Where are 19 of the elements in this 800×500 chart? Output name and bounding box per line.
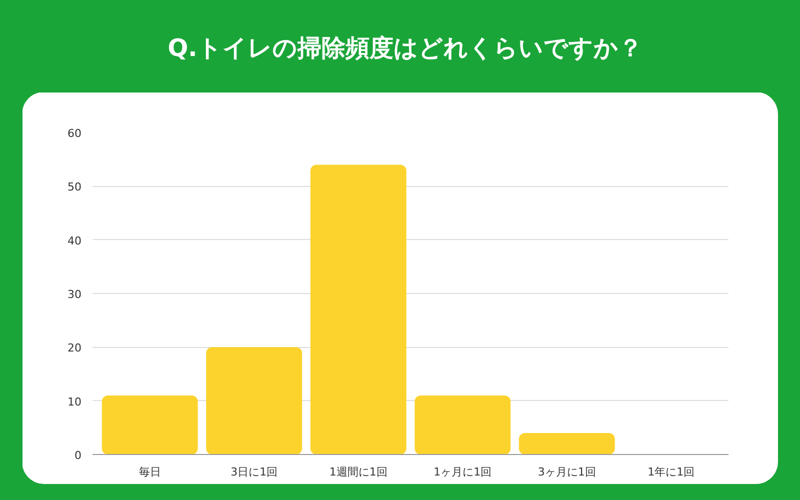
y-tick-label: 20 [68, 342, 82, 355]
x-tick-label: 3ヶ月に1回 [538, 466, 596, 478]
x-tick-label: 3日に1回 [230, 466, 278, 478]
bar [310, 164, 406, 454]
bar [206, 347, 302, 454]
y-tick-label: 60 [68, 127, 82, 140]
y-tick-label: 40 [68, 234, 82, 248]
y-tick-label: 0 [74, 449, 82, 462]
chart-title: Q.トイレの掃除頻度はどれくらいですか？ [168, 33, 642, 64]
x-tick-label: 1週間に1回 [329, 466, 388, 478]
y-tick-label: 30 [68, 288, 82, 301]
bar [102, 395, 198, 454]
x-tick-label: 1年に1回 [648, 466, 695, 478]
y-tick-label: 50 [68, 180, 82, 194]
x-tick-label: 毎日 [138, 466, 161, 478]
bar [518, 433, 615, 454]
bar [414, 395, 511, 454]
y-tick-label: 10 [68, 395, 82, 408]
x-tick-label: 1ヶ月に1回 [434, 466, 492, 478]
